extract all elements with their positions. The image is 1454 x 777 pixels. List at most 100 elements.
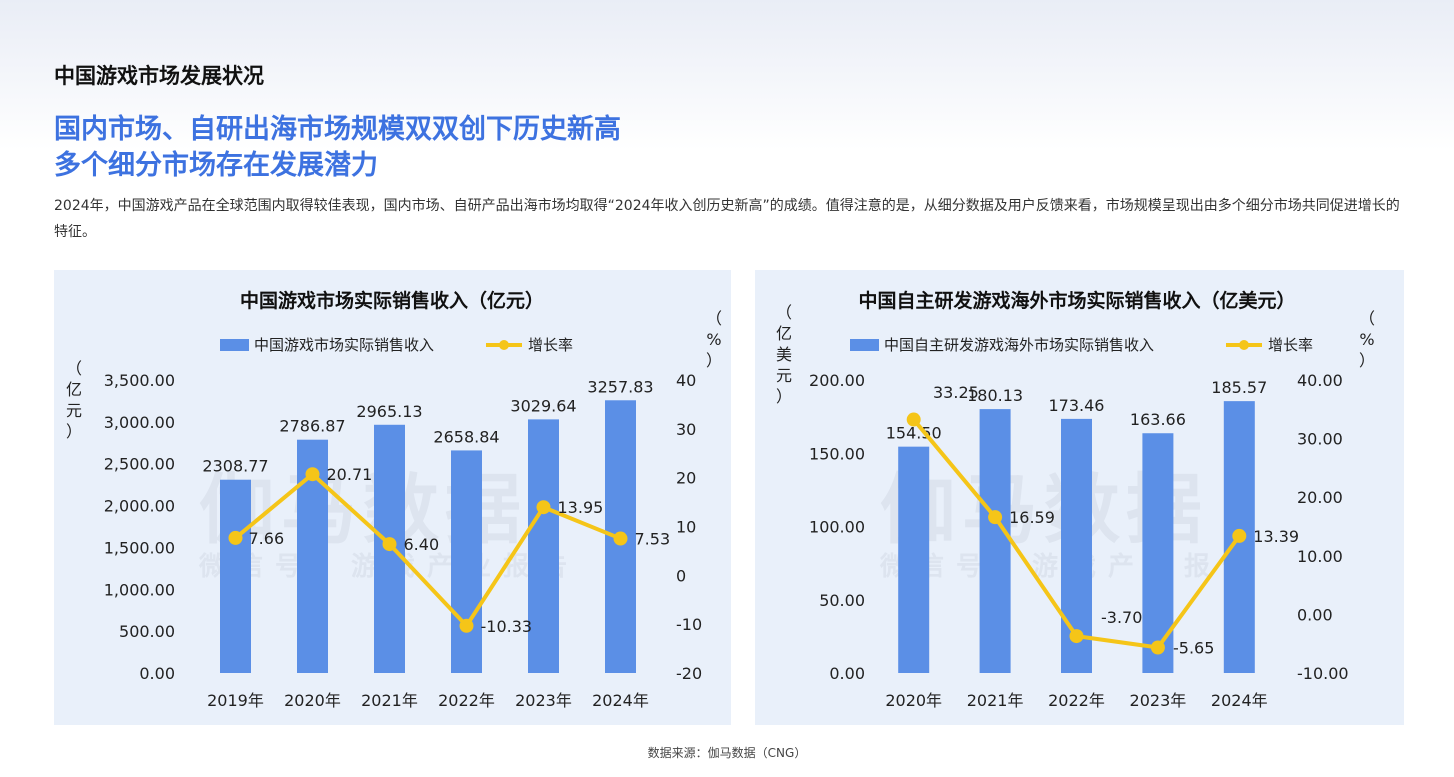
growth-rate-label: 13.39 bbox=[1253, 527, 1299, 546]
bar bbox=[1142, 433, 1174, 673]
growth-rate-point bbox=[613, 531, 628, 546]
y2-axis-label: （%） bbox=[1359, 309, 1375, 370]
overseas-revenue-chart: 中国自主研发游戏海外市场实际销售收入（亿美元）中国自主研发游戏海外市场实际销售收… bbox=[776, 289, 1375, 710]
bar bbox=[898, 446, 930, 673]
y2-axis-tick-label: 30.00 bbox=[1297, 430, 1343, 449]
x-axis-category-label: 2022年 bbox=[1048, 691, 1105, 710]
growth-rate-point bbox=[1150, 640, 1165, 655]
x-axis-category-label: 2020年 bbox=[885, 691, 942, 710]
bar-value-label: 185.57 bbox=[1211, 378, 1267, 397]
domestic-revenue-chart: 中国游戏市场实际销售收入（亿元） 中国游戏市场实际销售收入 增长率 0.00 500.0… bbox=[66, 289, 722, 710]
overseas-revenue-chart-panel: 伽马数据 微信号：游戏产业报告 中国自主研发游戏海外市场实际销售收入（亿美元）中… bbox=[755, 270, 1404, 725]
x-axis-category-label: 2024年 bbox=[592, 691, 649, 710]
growth-rate-point bbox=[305, 467, 320, 482]
y-axis-tick-label: 2,000.00 bbox=[104, 497, 175, 516]
y2-axis-tick-label: 20 bbox=[676, 469, 696, 488]
growth-rate-label: 6.40 bbox=[404, 535, 440, 554]
growth-rate-point bbox=[1232, 528, 1247, 543]
y-axis-tick-label: 0.00 bbox=[829, 664, 865, 683]
y2-axis-tick-label: 0 bbox=[676, 566, 686, 585]
bar-value-label: 2786.87 bbox=[279, 417, 345, 436]
y2-axis-label: （%） bbox=[706, 309, 722, 370]
x-axis-category-label: 2021年 bbox=[361, 691, 418, 710]
y-axis-label: （亿元） bbox=[66, 359, 82, 441]
y2-axis-tick-label: -10 bbox=[676, 615, 702, 634]
x-axis-category-label: 2023年 bbox=[1130, 691, 1187, 710]
growth-rate-line bbox=[234, 472, 622, 628]
bar bbox=[528, 419, 559, 673]
bar-value-label: 2965.13 bbox=[356, 402, 422, 421]
bar-value-label: 163.66 bbox=[1130, 410, 1186, 429]
legend-bar-swatch bbox=[220, 339, 249, 351]
y2-axis-tick-label: 20.00 bbox=[1297, 488, 1343, 507]
legend-line-marker bbox=[499, 340, 509, 350]
y2-axis-tick-label: 40.00 bbox=[1297, 371, 1343, 390]
bar-value-label: 2658.84 bbox=[433, 427, 499, 446]
y2-axis-tick-label: 10.00 bbox=[1297, 547, 1343, 566]
domestic-revenue-chart-panel: 伽马数据 微信号：游戏产业报告 中国游戏市场实际销售收入（亿元）中国游戏市场实际… bbox=[54, 270, 731, 725]
growth-rate-label: 7.66 bbox=[249, 529, 285, 548]
headline-line-1: 国内市场、自研出海市场规模双双创下历史新高 bbox=[54, 114, 621, 145]
headline: 国内市场、自研出海市场规模双双创下历史新高 多个细分市场存在发展潜力 bbox=[54, 112, 621, 184]
x-axis-category-label: 2024年 bbox=[1211, 691, 1268, 710]
growth-rate-label: 16.59 bbox=[1009, 508, 1055, 527]
bar bbox=[979, 409, 1011, 673]
legend-line-marker bbox=[1239, 340, 1249, 350]
x-axis-category-label: 2023年 bbox=[515, 691, 572, 710]
y2-axis-tick-label: 40 bbox=[676, 371, 696, 390]
growth-rate-label: 13.95 bbox=[558, 498, 604, 517]
growth-rate-label: -5.65 bbox=[1173, 639, 1214, 658]
chart-legend: 中国游戏市场实际销售收入 增长率 bbox=[220, 336, 573, 354]
growth-rate-point bbox=[536, 500, 551, 515]
growth-rate-point bbox=[228, 530, 243, 545]
summary-paragraph: 2024年，中国游戏产品在全球范围内取得较佳表现，国内市场、自研产品出海市场均取… bbox=[54, 198, 1400, 240]
y2-axis-tick-label: -20 bbox=[676, 664, 702, 683]
chart-title: 中国自主研发游戏海外市场实际销售收入（亿美元） bbox=[858, 289, 1295, 312]
bar-value-label: 180.13 bbox=[967, 386, 1023, 405]
bar-value-label: 3257.83 bbox=[587, 377, 653, 396]
growth-rate-point bbox=[382, 537, 397, 552]
y2-axis-tick-label: 0.00 bbox=[1297, 605, 1333, 624]
bar-value-label: 3029.64 bbox=[510, 396, 576, 415]
y-axis-tick-label: 150.00 bbox=[809, 444, 865, 463]
y-axis-tick-label: 1,500.00 bbox=[104, 538, 175, 557]
x-axis-category-label: 2021年 bbox=[967, 691, 1024, 710]
growth-rate-point bbox=[906, 412, 921, 427]
y-axis-tick-label: 50.00 bbox=[819, 591, 865, 610]
y-axis-tick-label: 1,000.00 bbox=[104, 580, 175, 599]
x-axis-category-label: 2020年 bbox=[284, 691, 341, 710]
growth-rate-label: -3.70 bbox=[1101, 608, 1142, 627]
growth-rate-point bbox=[1069, 629, 1084, 644]
y-axis-tick-label: 3,500.00 bbox=[104, 371, 175, 390]
growth-rate-label: 20.71 bbox=[327, 465, 373, 484]
bar-value-label: 2308.77 bbox=[202, 457, 268, 476]
y2-axis-tick-label: -10.00 bbox=[1297, 664, 1349, 683]
y2-axis-tick-label: 30 bbox=[676, 420, 696, 439]
x-axis-category-label: 2022年 bbox=[438, 691, 495, 710]
chart-legend: 中国自主研发游戏海外市场实际销售收入 增长率 bbox=[850, 336, 1313, 354]
y-axis-tick-label: 3,000.00 bbox=[104, 413, 175, 432]
bar-value-label: 173.46 bbox=[1049, 396, 1105, 415]
y2-axis-tick-label: 10 bbox=[676, 518, 696, 537]
legend-line-label: 增长率 bbox=[528, 336, 573, 354]
data-source: 数据来源：伽马数据（CNG） bbox=[647, 746, 807, 760]
bar bbox=[451, 450, 482, 673]
y-axis-tick-label: 0.00 bbox=[139, 664, 175, 683]
section-title: 中国游戏市场发展状况 bbox=[54, 64, 264, 88]
growth-rate-point bbox=[988, 510, 1003, 525]
y-axis-tick-label: 2,500.00 bbox=[104, 455, 175, 474]
x-axis-category-label: 2019年 bbox=[207, 691, 264, 710]
bar bbox=[220, 479, 251, 673]
y-axis-tick-label: 200.00 bbox=[809, 371, 865, 390]
y-axis-tick-label: 100.00 bbox=[809, 518, 865, 537]
growth-rate-label: -10.33 bbox=[481, 617, 533, 636]
legend-line-label: 增长率 bbox=[1268, 336, 1313, 354]
legend-bar-label: 中国游戏市场实际销售收入 bbox=[254, 336, 434, 354]
legend-bar-label: 中国自主研发游戏海外市场实际销售收入 bbox=[884, 336, 1154, 354]
headline-line-2: 多个细分市场存在发展潜力 bbox=[54, 150, 378, 181]
growth-rate-label: 33.25 bbox=[933, 383, 979, 402]
y-axis-tick-label: 500.00 bbox=[119, 622, 175, 641]
y-axis-label: （亿美元） bbox=[776, 303, 792, 406]
chart-title: 中国游戏市场实际销售收入（亿元） bbox=[240, 289, 544, 312]
growth-rate-label: 7.53 bbox=[635, 530, 671, 549]
